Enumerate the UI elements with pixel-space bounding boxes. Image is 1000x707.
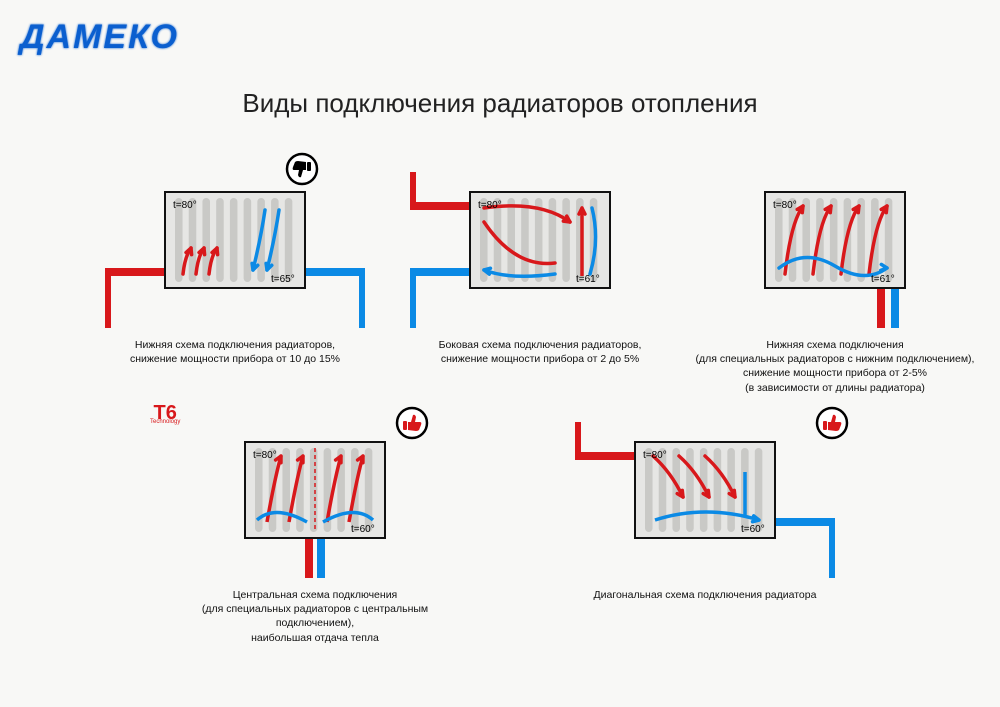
svg-text:t=80°: t=80° <box>173 200 197 211</box>
svg-text:t=61°: t=61° <box>871 274 895 285</box>
radiator-diagram: t=80° t=60° <box>575 420 835 580</box>
desc-line: Диагональная схема подключения радиатора <box>560 588 850 602</box>
svg-text:t=65°: t=65° <box>271 274 295 285</box>
page-title: Виды подключения радиаторов отопления <box>0 88 1000 119</box>
svg-text:t=80°: t=80° <box>478 200 502 211</box>
svg-text:t=80°: t=80° <box>253 450 277 461</box>
desc-line: снижение мощности прибора от 2-5% <box>690 366 980 380</box>
desc-line: (для специальных радиаторов с нижним под… <box>690 352 980 366</box>
radiator-diagram: t=80° t=65° <box>105 170 365 330</box>
thumbs-up-icon <box>815 406 849 440</box>
diagram-d2: t=80° t=61° Боковая схема подключения рад… <box>395 170 685 366</box>
diagram-d5: t=80° t=60° Диагональная схема подключени… <box>560 420 850 602</box>
desc-line: Нижняя схема подключения радиаторов, <box>90 338 380 352</box>
desc-line: Нижняя схема подключения <box>690 338 980 352</box>
desc-line: снижение мощности прибора от 10 до 15% <box>90 352 380 366</box>
diagram-d1: t=80° t=65° Нижняя схема подключения ради… <box>90 170 380 366</box>
radiator-diagram: t=80° t=61° <box>410 170 670 330</box>
diagram-desc: Центральная схема подключения(для специа… <box>170 588 460 645</box>
thumbs-down-icon <box>285 152 319 186</box>
svg-text:t=61°: t=61° <box>576 274 600 285</box>
t6-logo: T6Technology <box>150 406 180 424</box>
desc-line: Центральная схема подключения <box>170 588 460 602</box>
diagram-d4: T6Technology t=80°t=60° Центральная схем… <box>170 420 460 645</box>
svg-text:t=80°: t=80° <box>773 200 797 211</box>
thumbs-up-icon <box>395 406 429 440</box>
desc-line: (в зависимости от длины радиатора) <box>690 381 980 395</box>
radiator-diagram: t=80° t=60° <box>185 420 445 580</box>
svg-text:t=80°: t=80° <box>643 450 667 461</box>
diagram-desc: Боковая схема подключения радиаторов,сни… <box>395 338 685 366</box>
desc-line: снижение мощности прибора от 2 до 5% <box>395 352 685 366</box>
desc-line: (для специальных радиаторов с центральны… <box>170 602 460 630</box>
desc-line: Боковая схема подключения радиаторов, <box>395 338 685 352</box>
diagram-desc: Диагональная схема подключения радиатора <box>560 588 850 602</box>
svg-text:t=60°: t=60° <box>351 524 375 535</box>
desc-line: наибольшая отдача тепла <box>170 631 460 645</box>
svg-text:t=60°: t=60° <box>741 524 765 535</box>
logo: ДАМЕКО <box>20 18 179 57</box>
radiator-diagram: t=80° t=61° <box>705 170 965 330</box>
diagram-desc: Нижняя схема подключения(для специальных… <box>690 338 980 395</box>
diagram-desc: Нижняя схема подключения радиаторов,сниж… <box>90 338 380 366</box>
diagram-d3: t=80° t=61° Нижняя схема подключения(для … <box>690 170 980 395</box>
